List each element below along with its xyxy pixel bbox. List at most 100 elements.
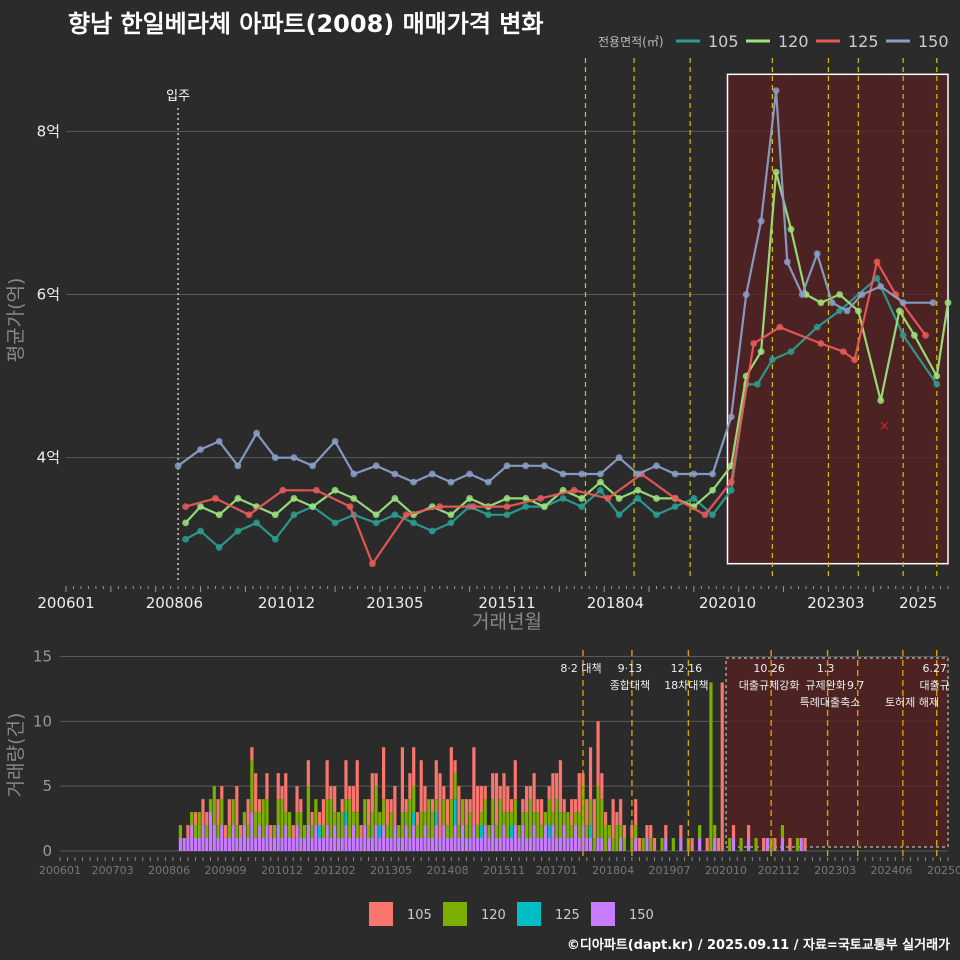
data-point-125 [750, 340, 758, 347]
data-point-125 [182, 503, 189, 510]
volume-bar [585, 799, 589, 826]
volume-bar [419, 812, 423, 839]
data-point-105 [787, 348, 795, 356]
volume-bar [385, 799, 389, 826]
volume-bar [502, 825, 506, 851]
volume-bar [645, 825, 649, 839]
volume-bar [540, 799, 544, 826]
volume-bar [235, 838, 239, 851]
data-point-120 [933, 372, 941, 380]
volume-bar [190, 812, 194, 826]
volume-bar [250, 747, 254, 761]
volume-bar [378, 838, 382, 851]
volume-bar [378, 825, 382, 839]
data-point-105 [634, 495, 642, 502]
policy-label: 6.27 [922, 662, 947, 675]
volume-bar [619, 825, 623, 839]
volume-bar [438, 773, 442, 839]
volume-bar [310, 825, 314, 839]
volume-bar [212, 786, 216, 826]
volume-bar [795, 838, 800, 851]
bar-x-tick-label: 201408 [427, 864, 469, 877]
data-point-105 [234, 527, 242, 535]
data-point-150 [783, 258, 791, 266]
volume-bar [216, 825, 220, 839]
volume-bar [205, 838, 209, 851]
volume-bar [634, 838, 638, 851]
volume-bar [664, 838, 668, 851]
volume-bar [430, 838, 435, 851]
volume-bar [276, 799, 280, 826]
data-point-105 [182, 535, 189, 543]
volume-bar [363, 799, 367, 826]
volume-bar [603, 812, 608, 826]
volume-bar [378, 812, 382, 826]
volume-bar [366, 799, 371, 826]
volume-bar [649, 838, 653, 851]
volume-bar [193, 825, 198, 839]
data-point-120 [290, 495, 298, 502]
volume-bar [227, 825, 231, 839]
volume-bar [385, 838, 389, 851]
volume-bar [524, 786, 529, 813]
volume-bar [690, 838, 694, 851]
volume-bar [190, 825, 194, 851]
volume-bar [340, 838, 344, 851]
data-point-150 [813, 250, 821, 258]
volume-bar [223, 838, 228, 851]
data-point-150 [559, 470, 567, 478]
volume-bar [389, 799, 393, 813]
volume-bar [434, 799, 438, 813]
bar-legend-label-125: 125 [555, 908, 580, 923]
volume-bar [272, 838, 277, 851]
volume-bar [506, 812, 510, 839]
volume-bar [494, 825, 499, 839]
volume-bar [600, 773, 604, 800]
data-point-120 [466, 495, 474, 502]
data-point-150 [215, 437, 223, 445]
volume-bar [299, 838, 303, 851]
volume-bar [551, 825, 555, 851]
data-point-105 [331, 519, 339, 527]
volume-bar [344, 812, 348, 826]
data-point-120 [709, 486, 716, 494]
volume-bar [231, 799, 235, 826]
volume-bar [302, 825, 307, 839]
volume-bar [611, 799, 615, 839]
volume-bar [476, 786, 480, 826]
volume-bar [445, 825, 450, 839]
volume-bar [321, 825, 325, 839]
data-point-150 [929, 299, 937, 307]
volume-bar [517, 838, 521, 851]
volume-bar [660, 838, 664, 851]
data-point-125 [671, 495, 679, 502]
volume-bar [427, 799, 431, 839]
x-tick-label: 201012 [258, 594, 315, 612]
volume-bar [366, 838, 371, 851]
outlier-marker: × [879, 419, 890, 434]
bar-legend-swatch-105 [369, 902, 393, 926]
volume-bar [731, 838, 736, 851]
volume-bar [464, 825, 468, 839]
volume-bar [287, 812, 292, 839]
data-point-150 [447, 478, 455, 486]
volume-bar [746, 825, 751, 839]
data-point-125 [537, 495, 545, 502]
volume-bar [573, 825, 578, 851]
volume-bar [423, 786, 427, 813]
x-tick-label: 200806 [146, 594, 203, 612]
volume-bar [393, 825, 397, 851]
data-point-120 [877, 397, 885, 404]
bar-y-tick-label: 0 [42, 842, 52, 860]
volume-bar [197, 838, 201, 851]
volume-bar [423, 825, 427, 851]
volume-bar [746, 838, 751, 851]
volume-bar [423, 812, 427, 826]
policy-note: 토허제 해제 [885, 695, 939, 709]
volume-bar [570, 825, 574, 839]
volume-bar [385, 825, 389, 839]
volume-bar [265, 799, 269, 826]
legend-label-125: 125 [848, 32, 879, 51]
volume-bar [566, 838, 570, 851]
volume-bar [404, 825, 408, 851]
